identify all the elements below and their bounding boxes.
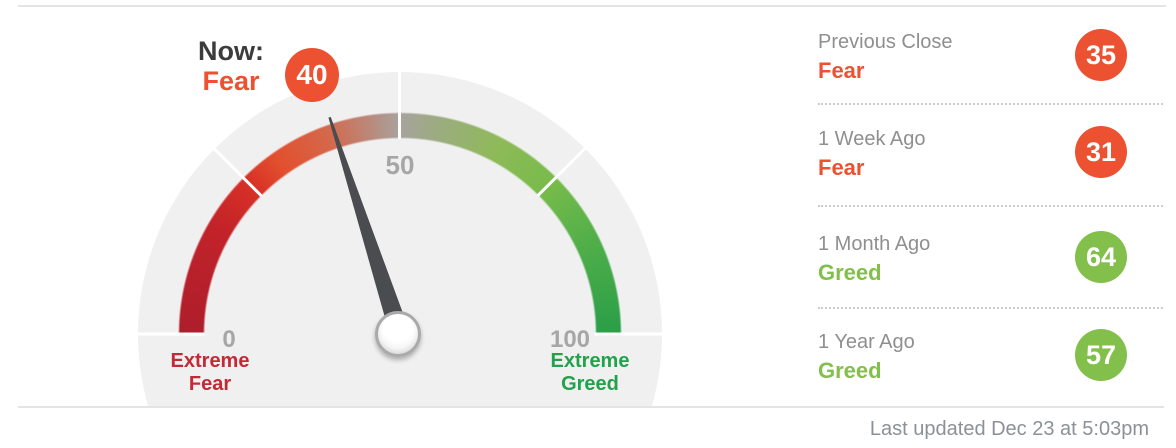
history-row-value-circle: 57 <box>1075 329 1127 381</box>
history-row-1-week-ago: 1 Week Ago Fear 31 <box>818 126 1163 181</box>
gauge-tick-50 <box>398 70 401 139</box>
dotted-divider <box>818 205 1163 207</box>
history-row-value-circle: 64 <box>1075 231 1127 283</box>
gauge-tick-0 <box>135 332 205 336</box>
bottom-divider <box>18 406 1164 408</box>
now-sentiment: Fear <box>202 66 260 96</box>
dotted-divider <box>818 103 1163 105</box>
now-label: Now: <box>198 36 264 66</box>
history-row-previous-close: Previous Close Fear 35 <box>818 29 1163 84</box>
extreme-fear-label: Extreme Fear <box>170 350 250 395</box>
history-row-1-month-ago: 1 Month Ago Greed 64 <box>818 231 1163 286</box>
history-row-value-circle: 35 <box>1075 29 1127 81</box>
history-row-sentiment: Fear <box>818 58 865 83</box>
gauge-max-tick-label: 100 <box>549 326 591 353</box>
history-row-label: 1 Year Ago <box>818 331 915 353</box>
gauge: 50 0 100 Extreme Fear Extreme Greed Now:… <box>0 6 780 406</box>
history-row-label: 1 Week Ago <box>818 128 926 150</box>
now-value-badge: 40 <box>285 48 339 102</box>
gauge-tick-100 <box>594 332 664 336</box>
gauge-min-tick-label: 0 <box>222 326 236 353</box>
history-row-sentiment: Fear <box>818 155 865 180</box>
history-row-sentiment: Greed <box>818 358 882 383</box>
history-row-label: 1 Month Ago <box>818 233 931 255</box>
history-row-label: Previous Close <box>818 31 953 53</box>
last-updated-text: Last updated Dec 23 at 5:03pm <box>869 418 1149 440</box>
history-panel: Previous Close Fear 35 1 Week Ago Fear 3… <box>818 0 1163 406</box>
history-row-sentiment: Greed <box>818 260 882 285</box>
now-label-block: Now: Fear <box>168 36 294 96</box>
history-row-value-circle: 31 <box>1075 126 1127 178</box>
gauge-hub <box>375 311 421 357</box>
extreme-greed-label: Extreme Greed <box>550 350 630 395</box>
gauge-mid-tick-label: 50 <box>385 150 415 180</box>
dotted-divider <box>818 307 1163 309</box>
top-divider <box>18 5 1166 7</box>
history-row-1-year-ago: 1 Year Ago Greed 57 <box>818 329 1163 384</box>
